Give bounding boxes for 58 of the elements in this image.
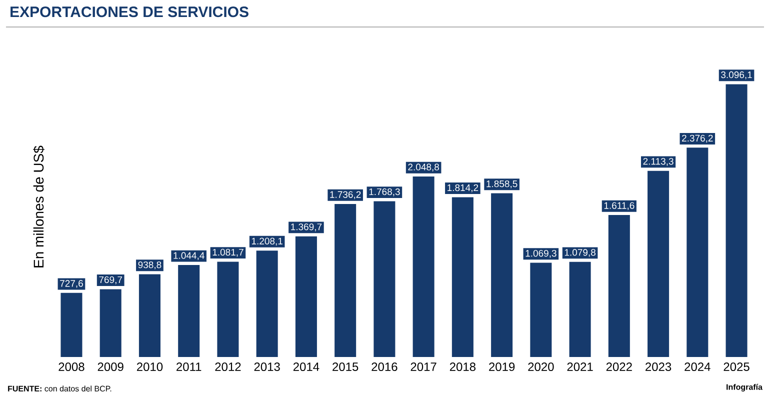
data-label: 1.858,5 bbox=[486, 180, 518, 188]
bar bbox=[726, 84, 748, 357]
data-label: 1.044,4 bbox=[174, 252, 204, 260]
data-label: 2.048,8 bbox=[408, 164, 440, 172]
x-tick-label: 2017 bbox=[410, 362, 436, 372]
x-tick-label: 2011 bbox=[176, 362, 202, 372]
data-label: 1.081,7 bbox=[212, 248, 244, 257]
bar bbox=[138, 274, 160, 357]
bar bbox=[60, 292, 82, 357]
data-label: 1.369,7 bbox=[291, 223, 322, 232]
bar bbox=[295, 236, 317, 357]
data-label: 1.208,1 bbox=[252, 238, 282, 246]
data-label: 1.736,2 bbox=[330, 191, 361, 200]
text: FUENTE: con datos del BCP. bbox=[8, 386, 112, 392]
data-label: 2.113,3 bbox=[643, 158, 674, 166]
bar bbox=[217, 262, 239, 357]
x-tick-label: 2016 bbox=[372, 362, 398, 372]
data-label: 2.376,2 bbox=[682, 134, 713, 143]
x-tick-label: 2025 bbox=[724, 362, 750, 372]
bar bbox=[452, 197, 474, 357]
x-tick-label: 2018 bbox=[450, 362, 476, 372]
data-label: 1.768,3 bbox=[369, 188, 400, 196]
x-tick-label: 2022 bbox=[606, 362, 632, 372]
x-tick-label: 2013 bbox=[254, 362, 280, 372]
data-label: 938,8 bbox=[138, 261, 162, 270]
x-tick-label: 2009 bbox=[98, 362, 124, 372]
x-tick-label: 2023 bbox=[646, 362, 672, 372]
y-axis-title: En millones de US$ bbox=[33, 146, 44, 268]
bar bbox=[100, 289, 122, 357]
bar bbox=[178, 265, 200, 357]
bar bbox=[256, 250, 278, 357]
data-label: 1.069,3 bbox=[526, 250, 556, 258]
data-label: 1.814,2 bbox=[448, 184, 478, 192]
bar bbox=[374, 201, 396, 357]
x-tick-label: 2015 bbox=[332, 362, 358, 372]
x-tick-label: 2024 bbox=[684, 362, 710, 372]
x-tick-label: 2019 bbox=[489, 362, 515, 372]
bar bbox=[686, 148, 708, 357]
x-tick-label: 2021 bbox=[567, 362, 593, 372]
data-label: 1.079,8 bbox=[564, 249, 596, 257]
x-tick-label: 2014 bbox=[293, 362, 320, 372]
text: Infografía bbox=[726, 384, 763, 392]
x-tick-label: 2010 bbox=[136, 362, 163, 372]
x-tick-label: 2012 bbox=[215, 362, 241, 372]
bar bbox=[412, 176, 434, 357]
data-label: 3.096,1 bbox=[721, 71, 752, 80]
bar bbox=[608, 215, 630, 357]
bar bbox=[648, 170, 670, 357]
bar bbox=[569, 262, 591, 357]
bar bbox=[530, 262, 552, 357]
data-label: 1.611,6 bbox=[604, 202, 634, 210]
bar bbox=[491, 193, 513, 357]
x-tick-label: 2020 bbox=[528, 362, 554, 372]
data-label: 727,6 bbox=[60, 280, 83, 288]
bar bbox=[334, 204, 356, 357]
chart-title: EXPORTACIONES DE SERVICIOS bbox=[10, 6, 248, 18]
x-tick-label: 2008 bbox=[58, 362, 84, 372]
data-label: 769,7 bbox=[99, 276, 122, 284]
